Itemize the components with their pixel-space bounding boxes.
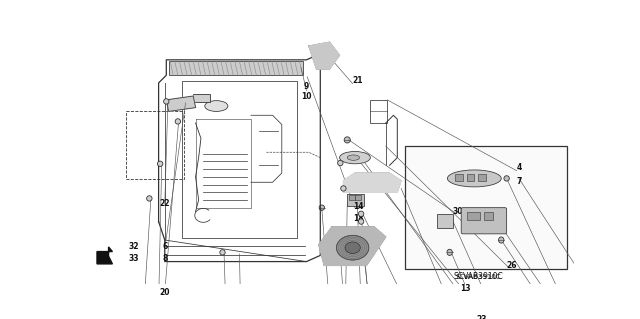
Ellipse shape — [447, 170, 501, 187]
Bar — [484, 212, 493, 220]
Ellipse shape — [345, 242, 360, 254]
Text: 4: 4 — [516, 163, 522, 172]
Ellipse shape — [499, 237, 504, 243]
Text: 10: 10 — [301, 92, 312, 100]
Text: 32: 32 — [129, 242, 140, 251]
Ellipse shape — [205, 101, 228, 111]
Bar — [349, 195, 355, 200]
Polygon shape — [166, 96, 196, 111]
Ellipse shape — [147, 196, 152, 201]
Text: 30: 30 — [452, 207, 463, 216]
Bar — [168, 61, 303, 75]
FancyBboxPatch shape — [461, 208, 507, 234]
Bar — [467, 212, 481, 220]
Text: 23: 23 — [477, 315, 487, 319]
Ellipse shape — [358, 211, 364, 217]
Ellipse shape — [340, 186, 346, 191]
Polygon shape — [344, 173, 401, 192]
Polygon shape — [97, 247, 113, 264]
Ellipse shape — [175, 119, 180, 124]
Text: 26: 26 — [506, 261, 516, 270]
Text: 8: 8 — [162, 254, 168, 263]
Text: 14: 14 — [353, 202, 364, 211]
Text: 6: 6 — [162, 242, 168, 251]
Text: 18: 18 — [353, 214, 364, 223]
Text: 33: 33 — [129, 254, 140, 263]
Text: SCVAB3910C: SCVAB3910C — [455, 274, 501, 280]
Bar — [467, 174, 474, 182]
Ellipse shape — [157, 161, 163, 167]
Bar — [371, 100, 387, 123]
Text: 13: 13 — [460, 284, 470, 293]
Bar — [437, 214, 452, 228]
Text: 21: 21 — [352, 76, 362, 85]
Ellipse shape — [338, 160, 343, 166]
Bar — [478, 174, 486, 182]
Text: 22: 22 — [159, 199, 170, 208]
Ellipse shape — [504, 176, 509, 181]
Ellipse shape — [348, 155, 360, 160]
Ellipse shape — [319, 205, 324, 210]
Ellipse shape — [337, 235, 369, 260]
Ellipse shape — [447, 249, 452, 256]
Text: SCVAB3910C: SCVAB3910C — [453, 272, 503, 281]
Polygon shape — [319, 227, 386, 265]
Ellipse shape — [358, 219, 364, 224]
Bar — [182, 81, 297, 239]
Ellipse shape — [344, 137, 350, 143]
Ellipse shape — [164, 99, 169, 104]
Text: 20: 20 — [159, 288, 170, 297]
Polygon shape — [308, 42, 340, 69]
Text: FR.: FR. — [100, 256, 113, 262]
Ellipse shape — [220, 250, 225, 255]
Bar — [126, 111, 184, 179]
Bar — [355, 195, 361, 200]
Bar — [348, 194, 364, 206]
Bar — [405, 146, 566, 269]
Text: 7: 7 — [516, 177, 522, 186]
Bar — [193, 94, 210, 102]
Bar — [455, 174, 463, 182]
Ellipse shape — [340, 152, 371, 164]
Text: 9: 9 — [304, 82, 309, 91]
